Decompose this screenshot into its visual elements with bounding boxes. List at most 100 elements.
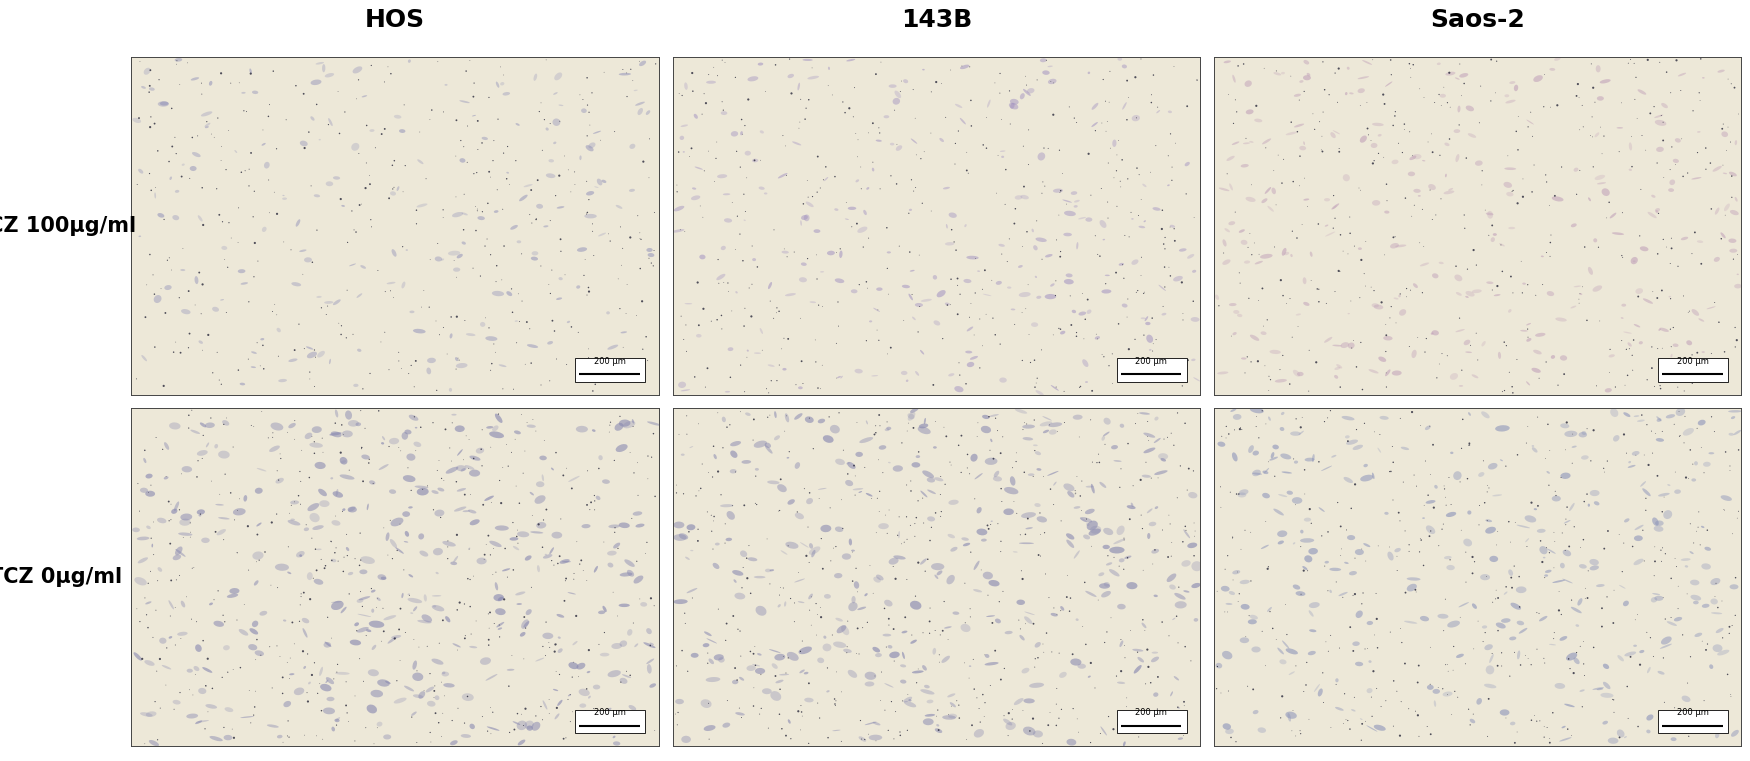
Point [856,559,884,572]
Ellipse shape [476,447,485,454]
Ellipse shape [1078,664,1087,669]
Ellipse shape [775,680,784,683]
Ellipse shape [194,276,198,284]
Ellipse shape [1116,682,1125,684]
Point [576,107,604,119]
Ellipse shape [387,637,397,644]
Point [133,279,161,291]
Ellipse shape [681,390,690,391]
Ellipse shape [1572,607,1582,613]
Point [187,307,215,320]
Point [1722,334,1750,346]
Point [518,581,546,594]
Point [1171,699,1199,712]
Ellipse shape [1027,88,1034,94]
Point [1684,422,1712,435]
Ellipse shape [1580,689,1586,692]
Point [1127,53,1155,65]
Point [684,276,712,288]
Point [158,575,186,587]
Ellipse shape [406,250,408,251]
Ellipse shape [1034,451,1041,455]
Ellipse shape [536,204,542,209]
Ellipse shape [1216,663,1222,668]
Point [520,413,548,425]
Ellipse shape [1494,425,1510,431]
Point [1006,622,1034,635]
Point [1503,726,1531,738]
Ellipse shape [1354,549,1363,555]
Point [691,381,719,393]
Ellipse shape [866,493,873,496]
Ellipse shape [915,455,920,458]
Point [166,569,194,581]
Ellipse shape [1710,578,1720,585]
Point [1620,57,1648,69]
Point [908,492,936,505]
Ellipse shape [1040,422,1052,426]
Ellipse shape [352,66,362,74]
Point [663,660,691,672]
Point [444,352,472,365]
Point [369,626,397,638]
Point [772,409,800,422]
Ellipse shape [303,666,306,669]
Ellipse shape [1659,328,1670,332]
Ellipse shape [966,362,975,367]
Point [1444,691,1472,703]
Ellipse shape [567,320,570,323]
Ellipse shape [1045,294,1057,299]
Point [719,610,747,622]
Point [329,565,357,578]
Point [1041,275,1069,287]
Point [791,482,819,495]
Ellipse shape [982,415,989,419]
Point [681,371,709,383]
Ellipse shape [847,670,858,678]
Ellipse shape [931,563,945,570]
Ellipse shape [502,568,511,572]
Point [1393,291,1421,303]
Ellipse shape [718,174,728,178]
Point [1675,731,1703,743]
Point [1685,87,1713,99]
Point [1713,121,1741,133]
Point [1566,164,1594,177]
Point [1428,523,1456,535]
Point [1323,496,1351,508]
Point [1150,301,1178,313]
Point [133,609,161,621]
Ellipse shape [1110,569,1120,577]
Point [802,356,829,368]
Point [842,470,870,482]
Ellipse shape [1656,120,1666,126]
Point [1704,601,1732,613]
Ellipse shape [1552,580,1564,583]
Ellipse shape [434,256,443,262]
Ellipse shape [1251,470,1262,476]
Point [1451,222,1479,234]
Point [233,106,261,118]
Point [1148,204,1176,216]
Point [1253,314,1281,326]
Point [1692,644,1720,656]
Point [1076,737,1104,749]
Point [672,319,700,331]
Point [931,478,959,490]
Point [1720,321,1748,333]
Ellipse shape [1024,616,1032,624]
Point [189,635,217,647]
Point [1225,587,1253,600]
Point [924,724,952,736]
Ellipse shape [320,684,331,691]
Point [446,135,474,147]
Point [1101,551,1129,563]
Point [200,594,228,606]
Point [1108,633,1136,645]
Ellipse shape [882,634,891,636]
Point [1692,142,1720,154]
Point [709,54,737,66]
Ellipse shape [1048,65,1054,67]
Point [341,226,369,238]
Point [710,56,738,68]
